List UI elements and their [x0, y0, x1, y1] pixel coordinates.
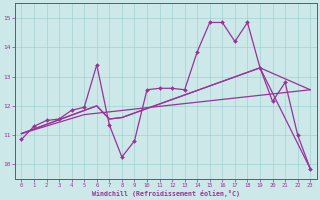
X-axis label: Windchill (Refroidissement éolien,°C): Windchill (Refroidissement éolien,°C): [92, 190, 240, 197]
